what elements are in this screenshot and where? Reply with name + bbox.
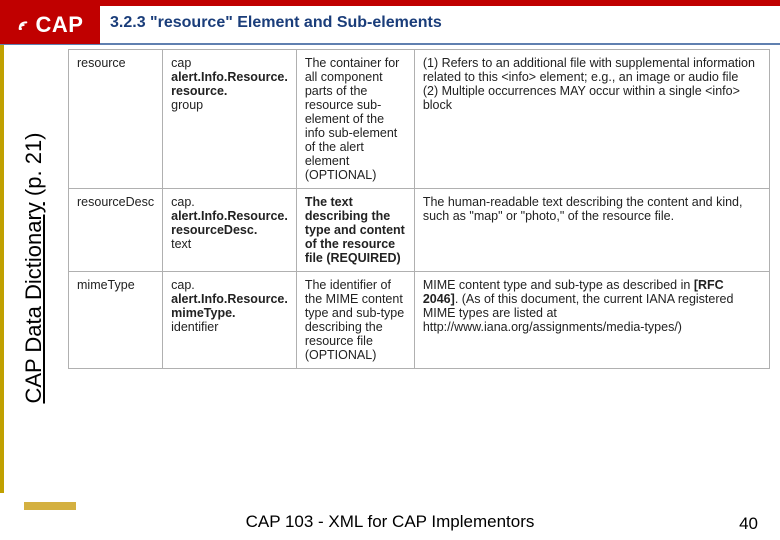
description-cell: The identifier of the MIME content type …: [296, 272, 414, 369]
main-area: CAP Data Dictionary (p. 21) resourcecapa…: [0, 45, 780, 493]
element-name-cell: mimeType: [69, 272, 163, 369]
side-label-suffix: (p. 21): [21, 132, 46, 202]
element-name-cell: resourceDesc: [69, 189, 163, 272]
element-name-cell: resource: [69, 50, 163, 189]
description-cell: The container for all component parts of…: [296, 50, 414, 189]
data-dictionary-table: resourcecapalert.Info.Resource.resource.…: [68, 49, 770, 369]
path-cell: cap.alert.Info.Resource.resourceDesc.tex…: [163, 189, 297, 272]
path-cell: cap.alert.Info.Resource.mimeType.identif…: [163, 272, 297, 369]
logo-text: CAP: [36, 12, 84, 38]
header: CAP 3.2.3 "resource" Element and Sub-ele…: [0, 0, 780, 45]
cap-logo: CAP: [0, 6, 100, 44]
notes-cell: (1) Refers to an additional file with su…: [414, 50, 769, 189]
footer: CAP 103 - XML for CAP Implementors: [0, 512, 780, 532]
description-cell: The text describing the type and content…: [296, 189, 414, 272]
table-row: resourceDesccap.alert.Info.Resource.reso…: [69, 189, 770, 272]
side-label-prefix: CAP Data Dictionary: [21, 202, 46, 403]
wifi-icon: [17, 17, 33, 33]
footer-accent-bar: [24, 502, 76, 510]
notes-cell: MIME content type and sub-type as descri…: [414, 272, 769, 369]
footer-text: CAP 103 - XML for CAP Implementors: [246, 512, 535, 532]
notes-cell: The human-readable text describing the c…: [414, 189, 769, 272]
table-wrap: resourcecapalert.Info.Resource.resource.…: [64, 45, 780, 493]
side-label-text: CAP Data Dictionary (p. 21): [21, 63, 47, 473]
section-title: 3.2.3 "resource" Element and Sub-element…: [110, 14, 442, 32]
table-row: mimeTypecap.alert.Info.Resource.mimeType…: [69, 272, 770, 369]
table-row: resourcecapalert.Info.Resource.resource.…: [69, 50, 770, 189]
path-cell: capalert.Info.Resource.resource.group: [163, 50, 297, 189]
side-label: CAP Data Dictionary (p. 21): [0, 45, 64, 493]
page-number: 40: [739, 514, 758, 534]
